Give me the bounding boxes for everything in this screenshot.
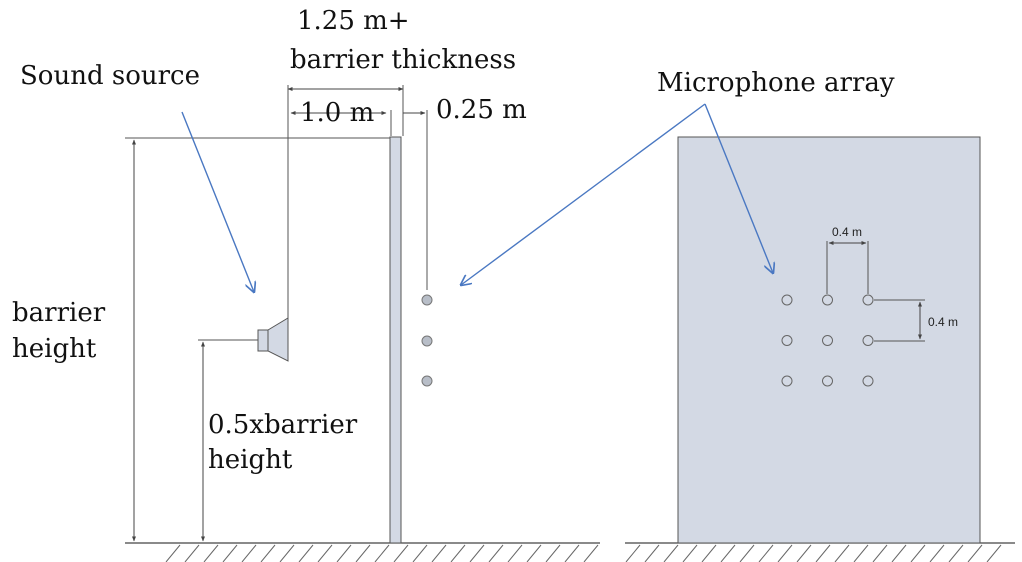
barrier-front-view bbox=[677, 136, 981, 544]
ground-hatch-line bbox=[891, 544, 907, 562]
microphone-circle-icon bbox=[781, 375, 793, 387]
ground-hatch-line bbox=[431, 544, 447, 562]
ground-hatch-line bbox=[355, 544, 371, 562]
ground-hatch-line bbox=[910, 544, 926, 562]
microphone-circle-icon bbox=[421, 375, 433, 387]
microphone-circle-icon bbox=[862, 375, 874, 387]
source-height-dimension bbox=[198, 339, 258, 542]
microphone-circle-icon bbox=[421, 335, 433, 347]
ground-hatch-line bbox=[625, 544, 641, 562]
sound-source-pointer-arrow bbox=[181, 111, 254, 292]
microphones-side-view bbox=[421, 294, 433, 387]
ground-hatch-line bbox=[222, 544, 238, 562]
ground-hatch-line bbox=[545, 544, 561, 562]
ground-hatch-line bbox=[488, 544, 504, 562]
ground-hatch-line bbox=[644, 544, 660, 562]
ground-hatch-line bbox=[203, 544, 219, 562]
ground-hatch-line bbox=[469, 544, 485, 562]
ground-hatch-line bbox=[853, 544, 869, 562]
ground-hatch-line bbox=[986, 544, 1002, 562]
horizontal-spacing-label: 0.4 m bbox=[832, 225, 862, 239]
ground-hatch-line bbox=[317, 544, 333, 562]
ground-hatch-line bbox=[412, 544, 428, 562]
ground-hatch-line bbox=[298, 544, 314, 562]
microphone-circle-icon bbox=[781, 335, 793, 346]
ground-hatch-line bbox=[336, 544, 352, 562]
ground-hatch-line bbox=[796, 544, 812, 562]
microphone-circle-icon bbox=[822, 335, 833, 346]
barrier-side-view bbox=[389, 136, 402, 544]
ground-hatch-line bbox=[929, 544, 945, 562]
source-height-label-line1: 0.5xbarrier bbox=[208, 410, 358, 440]
mic-distance-label: 0.25 m bbox=[436, 95, 527, 125]
source-distance-label: 1.0 m bbox=[300, 98, 374, 128]
ground-right bbox=[625, 542, 1015, 562]
ground-hatch-line bbox=[720, 544, 736, 562]
microphone-circle-icon bbox=[421, 294, 433, 306]
microphone-circle-icon bbox=[862, 335, 874, 346]
microphone-pointer-arrow-side bbox=[461, 103, 706, 285]
ground-hatch-line bbox=[507, 544, 523, 562]
ground-hatch-line bbox=[241, 544, 257, 562]
microphone-array-grid bbox=[781, 294, 874, 387]
barrier-height-dimension bbox=[125, 137, 392, 542]
total-distance-label-line1: 1.25 m+ bbox=[297, 6, 410, 36]
ground-hatch-line bbox=[758, 544, 774, 562]
ground-hatch-line bbox=[739, 544, 755, 562]
barrier-height-label-line1: barrier bbox=[12, 298, 106, 328]
ground-hatch-line bbox=[872, 544, 888, 562]
ground-hatch-line bbox=[260, 544, 276, 562]
ground-hatch-line bbox=[948, 544, 964, 562]
microphone-circle-icon bbox=[781, 294, 793, 306]
ground-hatch-line bbox=[777, 544, 793, 562]
ground-hatch-line bbox=[834, 544, 850, 562]
ground-hatch-line bbox=[165, 544, 181, 562]
ground-hatch-line bbox=[583, 544, 599, 562]
ground-hatch-line bbox=[967, 544, 983, 562]
microphone-circle-icon bbox=[862, 294, 874, 306]
loudspeaker-icon bbox=[257, 317, 289, 362]
vertical-spacing-label: 0.4 m bbox=[928, 315, 958, 329]
ground-hatch-line bbox=[279, 544, 295, 562]
total-distance-label-line2: barrier thickness bbox=[290, 45, 516, 75]
distance-dimensions bbox=[287, 85, 428, 330]
ground-hatch-line bbox=[663, 544, 679, 562]
barrier-height-label-line2: height bbox=[12, 334, 97, 364]
ground-hatch-line bbox=[450, 544, 466, 562]
ground-hatch-line bbox=[815, 544, 831, 562]
ground-hatch-line bbox=[701, 544, 717, 562]
ground-hatch-line bbox=[374, 544, 390, 562]
ground-hatch-line bbox=[393, 544, 409, 562]
grid-spacing-dimensions bbox=[826, 241, 925, 342]
microphone-circle-icon bbox=[822, 294, 833, 306]
ground-hatch-line bbox=[564, 544, 580, 562]
source-height-label-line2: height bbox=[208, 445, 293, 475]
ground-hatch-line bbox=[682, 544, 698, 562]
ground-hatch-line bbox=[526, 544, 542, 562]
microphone-array-label: Microphone array bbox=[657, 68, 895, 98]
ground-left bbox=[125, 542, 600, 562]
sound-source-label: Sound source bbox=[20, 61, 200, 91]
microphone-circle-icon bbox=[822, 375, 833, 387]
ground-hatch-line bbox=[184, 544, 200, 562]
microphone-pointer-arrow-front bbox=[704, 103, 773, 273]
